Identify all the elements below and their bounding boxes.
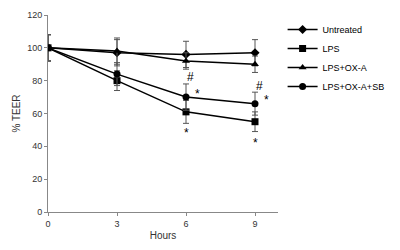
svg-text:60: 60 (32, 109, 42, 119)
svg-text:LPS+OX-A: LPS+OX-A (323, 63, 367, 73)
svg-text:LPS: LPS (323, 44, 340, 54)
svg-text:3: 3 (114, 219, 119, 229)
svg-text:120: 120 (27, 10, 42, 20)
svg-text:Untreated: Untreated (323, 25, 363, 35)
svg-text:*: * (253, 136, 258, 150)
svg-text:LPS+OX-A+SB: LPS+OX-A+SB (323, 82, 385, 92)
svg-text:6: 6 (183, 219, 188, 229)
svg-text:20: 20 (32, 174, 42, 184)
svg-text:#: # (187, 70, 194, 84)
svg-text:*: * (195, 87, 200, 101)
svg-text:40: 40 (32, 141, 42, 151)
svg-text:*: * (184, 126, 189, 140)
svg-text:9: 9 (252, 219, 257, 229)
svg-text:100: 100 (27, 43, 42, 53)
svg-text:0: 0 (37, 207, 42, 217)
svg-text:Hours: Hours (150, 230, 177, 241)
svg-text:% TEER: % TEER (11, 94, 22, 132)
svg-text:80: 80 (32, 76, 42, 86)
svg-text:*: * (264, 93, 269, 107)
svg-text:0: 0 (45, 219, 50, 229)
svg-text:#: # (256, 79, 263, 93)
